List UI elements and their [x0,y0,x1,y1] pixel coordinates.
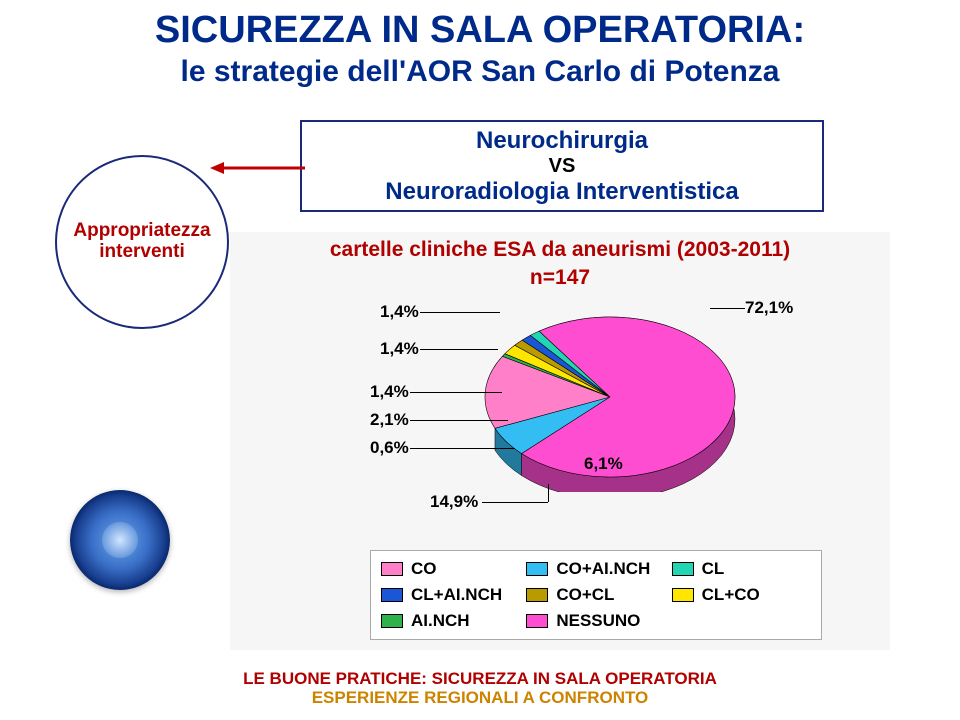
leader-1-4c [410,392,502,393]
legend-item-ai-nch: AI.NCH [381,611,520,631]
circle-line1: Appropriatezza [73,221,210,242]
logo-icon [70,490,170,590]
chart-title: cartelle cliniche ESA da aneurismi (2003… [230,238,890,262]
legend-label: AI.NCH [411,611,470,631]
legend-swatch [526,588,548,602]
chart-n: n=147 [230,266,890,290]
footer-line2: ESPERIENZE REGIONALI A CONFRONTO [0,688,960,708]
legend-label: CO [411,559,437,579]
footer-line1: LE BUONE PRATICHE: SICUREZZA IN SALA OPE… [0,669,960,689]
label-1-4b: 1,4% [380,339,419,359]
comparison-line2: Neuroradiologia Interventistica [302,178,822,206]
sub-title: le strategie dell'AOR San Carlo di Poten… [0,55,960,89]
label-14-9: 14,9% [430,492,478,512]
label-6-1: 6,1% [584,454,623,474]
footer: LE BUONE PRATICHE: SICUREZZA IN SALA OPE… [0,669,960,708]
circle-line2: interventi [99,242,185,263]
arrow-box-to-circle [210,158,310,178]
legend-swatch [381,614,403,628]
leader-1-4b [420,349,498,350]
legend-swatch [381,562,403,576]
legend-label: CL [702,559,725,579]
legend-item-cl-ai-nch: CL+AI.NCH [381,585,520,605]
leader-2-1 [410,420,508,421]
legend-label: CO+CL [556,585,614,605]
legend-swatch [672,588,694,602]
legend-item-co: CO [381,559,520,579]
legend-item-nessuno: NESSUNO [526,611,665,631]
label-0-6: 0,6% [370,438,409,458]
legend-item-cl-co: CL+CO [672,585,811,605]
comparison-vs: VS [302,155,822,178]
legend-item-cl: CL [672,559,811,579]
legend-swatch [381,588,403,602]
legend: CO CO+AI.NCH CL CL+AI.NCH CO+CL CL+CO AI.NCH NE… [370,550,822,640]
label-1-4c: 1,4% [370,382,409,402]
comparison-line1: Neurochirurgia [302,127,822,155]
legend-swatch [526,562,548,576]
leader-1-4a [420,312,500,313]
chart-panel: cartelle cliniche ESA da aneurismi (2003… [230,232,890,650]
label-2-1: 2,1% [370,410,409,430]
legend-label: CL+AI.NCH [411,585,502,605]
legend-label: NESSUNO [556,611,640,631]
legend-swatch [526,614,548,628]
legend-label: CO+AI.NCH [556,559,650,579]
comparison-box: Neurochirurgia VS Neuroradiologia Interv… [300,120,824,212]
leader-14-9v [548,484,549,502]
legend-swatch [672,562,694,576]
legend-item-co-cl: CO+CL [526,585,665,605]
leader-14-9h [482,502,548,503]
leader-0-6 [410,448,515,449]
legend-label: CL+CO [702,585,760,605]
appropriatezza-circle: Appropriatezza interventi [55,155,229,329]
leader-72-1 [710,308,745,309]
label-72-1: 72,1% [745,298,793,318]
main-title: SICUREZZA IN SALA OPERATORIA: [0,10,960,52]
label-1-4a: 1,4% [380,302,419,322]
legend-item-co-ai-nch: CO+AI.NCH [526,559,665,579]
